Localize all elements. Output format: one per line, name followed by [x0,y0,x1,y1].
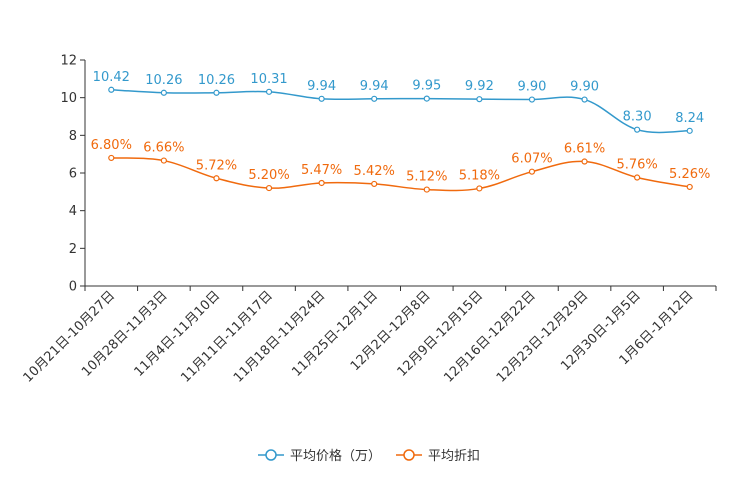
data-point[interactable] [528,168,536,175]
data-label: 9.90 [570,80,599,95]
data-point[interactable] [634,126,641,133]
y-tick-label: 6 [69,167,77,182]
data-label: 9.95 [412,79,441,94]
legend-discount-label: 平均折扣 [428,449,480,464]
y-tick-label: 12 [60,54,77,69]
x-tick-label: 12月23日-12月29日 [494,288,591,385]
legend-discount-marker [403,449,415,461]
data-label: 5.26% [669,167,710,182]
x-tick-label: 11月18日-11月24日 [231,288,328,385]
data-label: 6.61% [564,142,605,157]
data-point[interactable] [160,89,167,96]
data-point[interactable] [423,186,430,193]
legend: 平均价格（万） 平均折扣 [258,448,480,464]
series-layer: 10.42 10.26 10.26 10.31 9.94 9.94 9.95 9.92 9.90… [91,70,710,193]
legend-item-discount[interactable]: 平均折扣 [396,449,480,464]
data-point[interactable] [371,180,378,188]
series-line [111,89,690,134]
data-point[interactable] [686,183,693,191]
data-point[interactable] [686,127,693,134]
x-ticks: 10月21日-10月27日10月28日-11月3日11月4日-11月10日11月… [21,286,717,386]
data-point[interactable] [634,174,641,181]
data-point[interactable] [213,89,220,96]
data-label: 5.76% [616,158,657,173]
data-label: 10.42 [93,70,130,85]
data-label: 5.72% [196,158,237,173]
series-1: 6.80% 6.66% 5.72% 5.20% 5.47% 5.42% 5.12% 5.18%… [91,138,710,193]
x-tick-label: 11月11日-11月17日 [178,288,275,385]
legend-price-label: 平均价格（万） [290,448,381,464]
data-point[interactable] [160,157,167,164]
data-label: 10.26 [145,73,182,88]
series-0: 10.42 10.26 10.26 10.31 9.94 9.94 9.95 9.92 9.90… [93,70,704,134]
data-label: 9.92 [465,79,494,94]
data-point[interactable] [528,96,536,103]
data-label: 9.90 [517,80,546,95]
y-tick-label: 2 [69,242,77,257]
x-tick-label: 10月21日-10月27日 [21,288,118,385]
data-label: 6.80% [91,138,132,153]
data-label: 6.66% [143,141,184,156]
data-label: 5.20% [248,168,289,183]
y-tick-label: 0 [69,280,77,295]
data-point[interactable] [265,184,273,192]
data-point[interactable] [581,96,588,103]
data-point[interactable] [108,154,115,162]
data-label: 10.26 [198,73,235,88]
series-line [111,157,690,192]
x-tick-label: 12月16日-12月22日 [441,288,538,385]
data-point[interactable] [476,185,483,192]
data-point[interactable] [213,175,220,182]
data-label: 5.12% [406,170,447,185]
data-label: 9.94 [360,79,389,94]
y-tick-label: 4 [69,204,77,219]
data-point[interactable] [423,95,430,102]
data-point[interactable] [108,86,115,93]
data-label: 5.18% [459,168,500,183]
data-label: 5.47% [301,163,342,178]
data-label: 6.07% [511,152,552,167]
data-point[interactable] [318,179,325,187]
data-point[interactable] [581,158,588,165]
data-point[interactable] [371,95,378,102]
data-label: 8.30 [623,110,652,125]
legend-item-price[interactable]: 平均价格（万） [258,448,381,464]
y-tick-label: 8 [69,129,77,144]
legend-price-marker [265,449,277,461]
y-ticks: 0 2 4 6 8 10 12 [60,54,85,295]
data-point[interactable] [265,88,273,95]
data-label: 5.42% [354,164,395,179]
data-point[interactable] [318,95,325,102]
y-tick-label: 10 [60,91,77,106]
data-point[interactable] [476,96,483,103]
data-label: 9.94 [307,79,336,94]
data-label: 10.31 [250,72,287,87]
data-label: 8.24 [675,111,704,126]
